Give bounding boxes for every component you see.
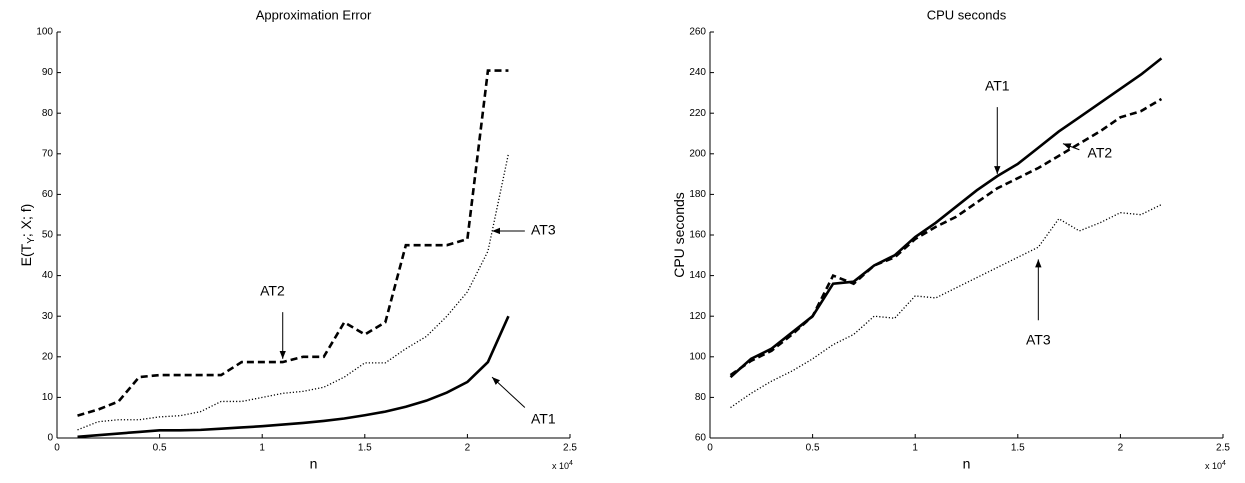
y-axis-label-part: CPU seconds [671,192,687,278]
series-line [77,69,509,417]
x-tick-label: 2 [1118,443,1124,454]
y-tick-label: 180 [689,189,706,200]
x-tick-label: 1 [912,443,918,454]
y-axis-label: E(TY; X; f) [18,204,37,267]
series-annotation: AT2 [1088,145,1113,161]
series-line [77,153,510,431]
chart-title: Approximation Error [256,7,372,22]
x-tick-label: 0.5 [806,443,820,454]
y-tick-label: 160 [689,230,706,241]
y-tick-label: 80 [42,108,54,119]
y-tick-label: 90 [42,67,54,78]
y-tick-label: 120 [689,311,706,322]
y-tick-label: 100 [36,27,53,38]
x-tick-label: 2.5 [1216,443,1230,454]
y-tick-label: 200 [689,148,706,159]
x-tick-label: 0 [707,443,713,454]
y-tick-label: 10 [42,392,54,403]
y-axis-label: CPU seconds [671,192,687,278]
y-tick-label: 50 [42,230,54,241]
y-tick-label: 240 [689,67,706,78]
x-tick-label: 0.5 [153,443,167,454]
x-scale-label: x 104 [552,460,573,472]
y-tick-label: 60 [695,433,707,444]
y-tick-label: 80 [695,392,707,403]
y-tick-label: 40 [42,270,54,281]
y-tick-label: 20 [42,351,54,362]
y-tick-label: 220 [689,108,706,119]
x-tick-label: 1.5 [1011,443,1025,454]
x-axis-label: n [963,456,971,472]
x-tick-label: 1 [259,443,265,454]
y-tick-label: 0 [47,433,53,444]
x-tick-label: 2.5 [563,443,577,454]
x-tick-label: 2 [465,443,471,454]
series-annotation: AT2 [260,283,285,299]
series-annotation: AT3 [531,222,556,238]
y-tick-label: 30 [42,311,54,322]
x-scale-exponent: 4 [1222,460,1226,467]
series-line [730,203,1162,409]
annotation-arrow [1062,143,1080,151]
y-tick-label: 60 [42,189,54,200]
y-tick-label: 100 [689,351,706,362]
y-axis-label-part: E(T [18,243,34,266]
x-tick-label: 0 [54,443,60,454]
x-tick-label: 1.5 [358,443,372,454]
y-tick-label: 140 [689,270,706,281]
series-line [729,57,1163,379]
series-annotation: AT1 [531,410,556,426]
x-scale-base: x 10 [1205,461,1222,471]
y-tick-label: 260 [689,27,706,38]
series-line [729,97,1163,377]
x-axis-label: n [310,456,318,472]
series-line [77,315,510,439]
series-annotation: AT3 [1026,331,1051,347]
annotation-arrow [491,376,526,408]
x-scale-label: x 104 [1205,460,1226,472]
series-annotation: AT1 [985,78,1010,94]
x-scale-base: x 10 [552,461,569,471]
y-axis-label-part: Y [26,237,37,244]
chart-title: CPU seconds [927,7,1007,22]
x-scale-exponent: 4 [569,460,573,467]
y-tick-label: 70 [42,148,54,159]
y-axis-label-part: ; X; f) [18,204,34,237]
